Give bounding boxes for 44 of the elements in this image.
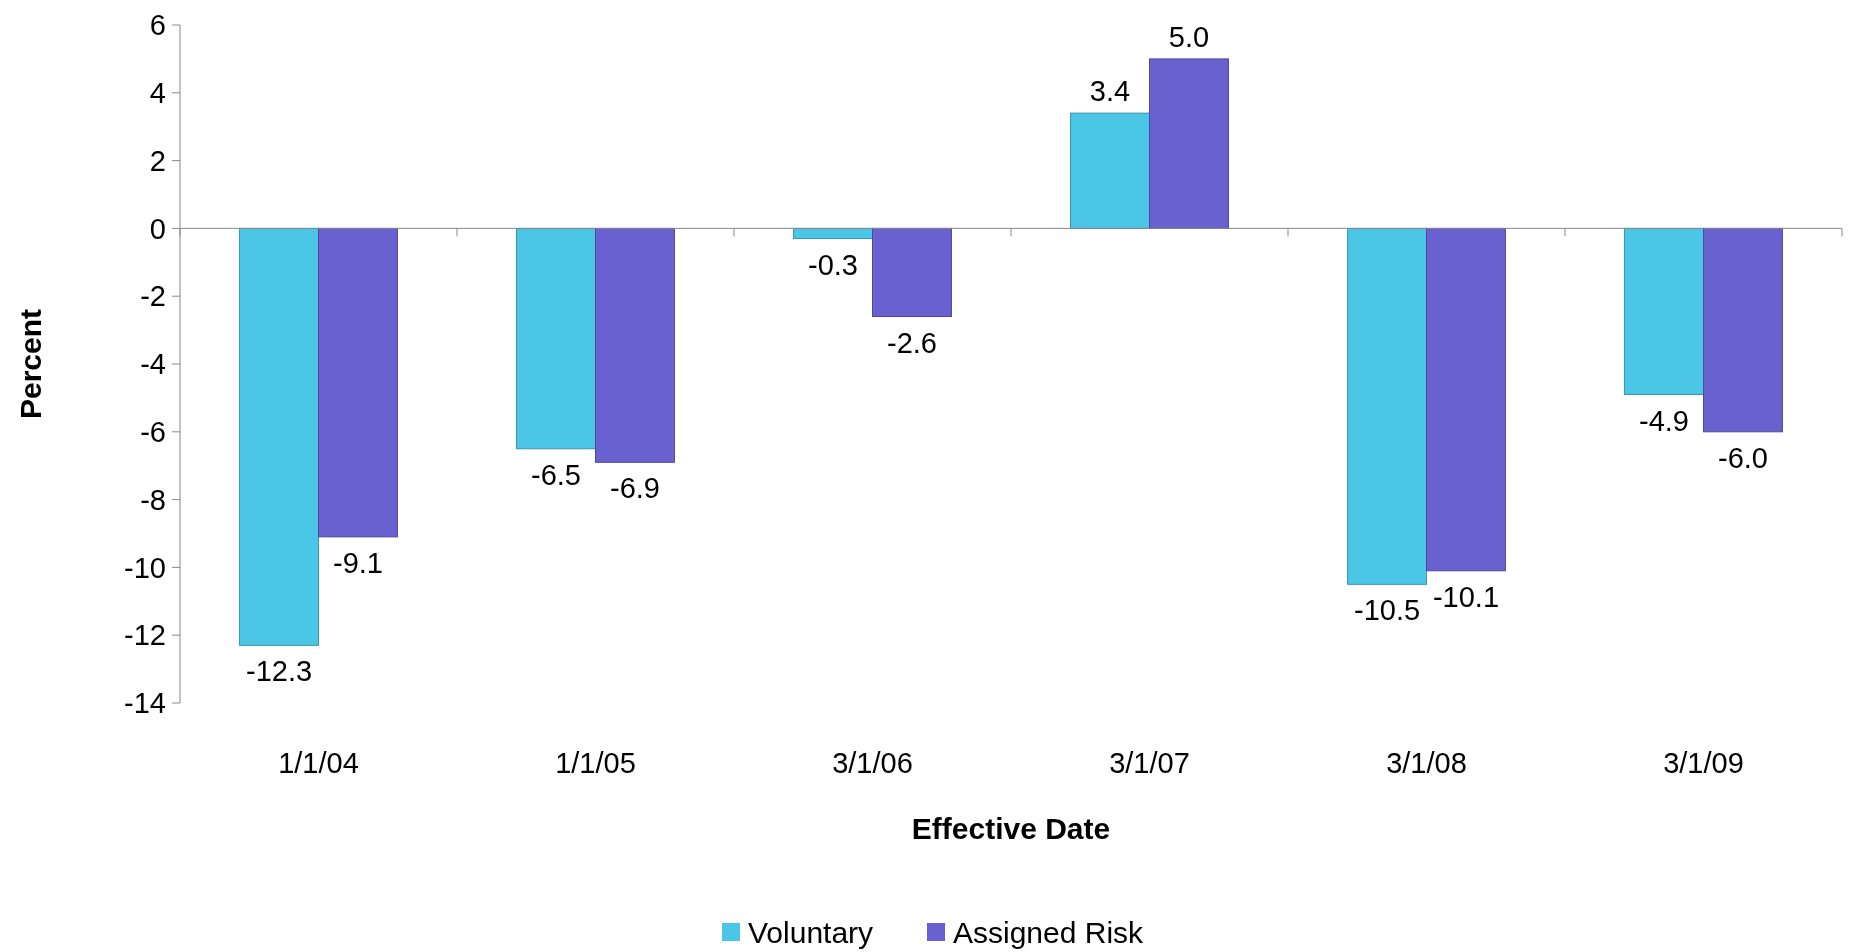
bar (595, 227, 675, 463)
x-tick-label: 3/1/08 (1386, 747, 1467, 780)
data-label: -10.5 (1353, 594, 1421, 627)
y-tick-label: -6 (140, 415, 166, 448)
y-tick-label: -4 (140, 348, 166, 381)
data-label: 5.0 (1168, 20, 1210, 53)
x-tick-label: 3/1/07 (1109, 747, 1190, 780)
data-label: -6.5 (531, 458, 582, 491)
y-tick-label: -8 (140, 483, 166, 516)
y-tick-label: 4 (149, 76, 166, 109)
x-tick-label: 3/1/09 (1663, 747, 1744, 780)
data-label: -9.1 (332, 546, 383, 579)
bar (1070, 112, 1150, 229)
bar (1703, 227, 1783, 433)
y-tick-label: -10 (124, 551, 166, 584)
y-tick-label: -2 (140, 280, 166, 313)
bar (1149, 58, 1229, 229)
bar (872, 227, 952, 318)
data-label: -6.9 (609, 472, 660, 505)
data-label: -4.9 (1639, 404, 1690, 437)
bar (516, 227, 596, 450)
x-tick-label: 3/1/06 (832, 747, 913, 780)
bar (1347, 227, 1428, 585)
x-axis-title: Effective Date (911, 811, 1111, 845)
data-label: -6.0 (1717, 441, 1768, 474)
bar (1426, 227, 1506, 572)
bar (318, 227, 398, 538)
x-tick-label: 1/1/05 (555, 747, 636, 780)
x-tick-label: 1/1/04 (278, 747, 359, 780)
y-tick-label: 6 (149, 9, 166, 42)
legend-label: Assigned Risk (953, 915, 1145, 949)
data-label: -2.6 (886, 326, 937, 359)
data-label: 3.4 (1089, 75, 1131, 108)
data-label: -12.3 (245, 655, 313, 688)
bar (1624, 227, 1705, 396)
y-tick-label: 2 (149, 144, 166, 177)
data-label: -10.1 (1432, 580, 1500, 613)
y-axis-title: Percent (13, 308, 47, 420)
y-tick-label: -12 (124, 619, 166, 652)
y-tick-label: 0 (149, 212, 166, 245)
bar (239, 227, 319, 646)
y-tick-label: -14 (124, 687, 166, 720)
data-label: -0.3 (808, 248, 859, 281)
legend-label: Voluntary (748, 915, 874, 949)
